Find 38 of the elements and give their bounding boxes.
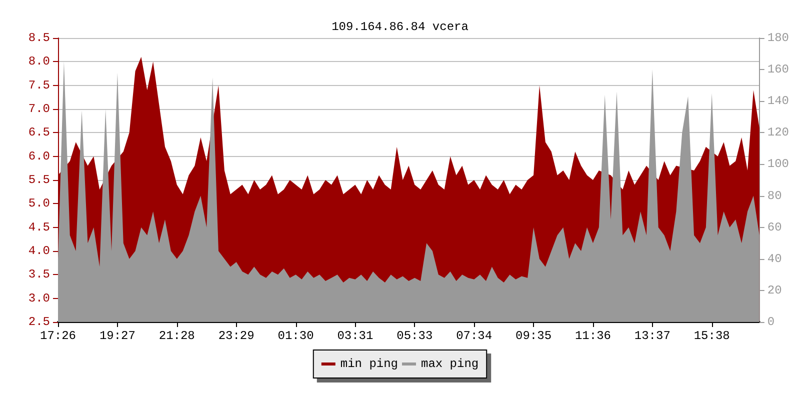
y-tick-label: 4.5 (28, 220, 50, 234)
y-tick-label: 4.0 (28, 244, 50, 258)
y-tick-label: 6.5 (28, 126, 50, 140)
y-tick-label: 2.5 (28, 315, 50, 329)
y2-tick-label: 180 (767, 31, 790, 45)
legend-label: max ping (421, 357, 479, 371)
legend-label: min ping (340, 357, 398, 371)
y-tick-label: 7.0 (28, 102, 50, 116)
x-tick-label: 17:26 (40, 329, 76, 343)
y-tick-label: 3.5 (28, 268, 50, 282)
x-tick-label: 21:28 (158, 329, 195, 343)
y-tick-label: 5.0 (28, 196, 50, 211)
y-tick-label: 8.0 (28, 54, 50, 69)
x-tick-label: 23:29 (218, 329, 254, 343)
y-tick-label: 5.5 (28, 173, 50, 187)
y2-tick-label: 140 (767, 94, 790, 108)
y2-tick-label: 0 (767, 315, 775, 329)
x-tick-label: 03:31 (337, 329, 374, 343)
y-tick-label: 8.5 (28, 31, 50, 45)
x-tick-label: 19:27 (99, 329, 136, 343)
y2-tick-label: 40 (767, 252, 782, 266)
y2-tick-label: 60 (767, 220, 782, 234)
y2-tick-label: 100 (767, 157, 790, 172)
y2-tick-label: 160 (767, 62, 790, 77)
y2-tick-label: 20 (767, 283, 782, 298)
x-tick-label: 15:38 (694, 329, 730, 343)
x-tick-label: 07:34 (456, 329, 492, 343)
x-tick-label: 11:36 (574, 329, 611, 343)
y-tick-label: 3.0 (28, 291, 50, 306)
x-tick-label: 13:37 (634, 329, 670, 343)
x-tick-label: 01:30 (278, 329, 314, 343)
x-tick-label: 09:35 (516, 329, 552, 343)
x-tick-label: 05:33 (396, 329, 433, 343)
y2-tick-label: 80 (767, 188, 782, 203)
y-tick-label: 7.5 (28, 78, 50, 92)
y2-tick-label: 120 (767, 126, 790, 140)
y-tick-label: 6.0 (28, 149, 50, 164)
chart-title: 109.164.86.84 vcera (332, 20, 468, 34)
